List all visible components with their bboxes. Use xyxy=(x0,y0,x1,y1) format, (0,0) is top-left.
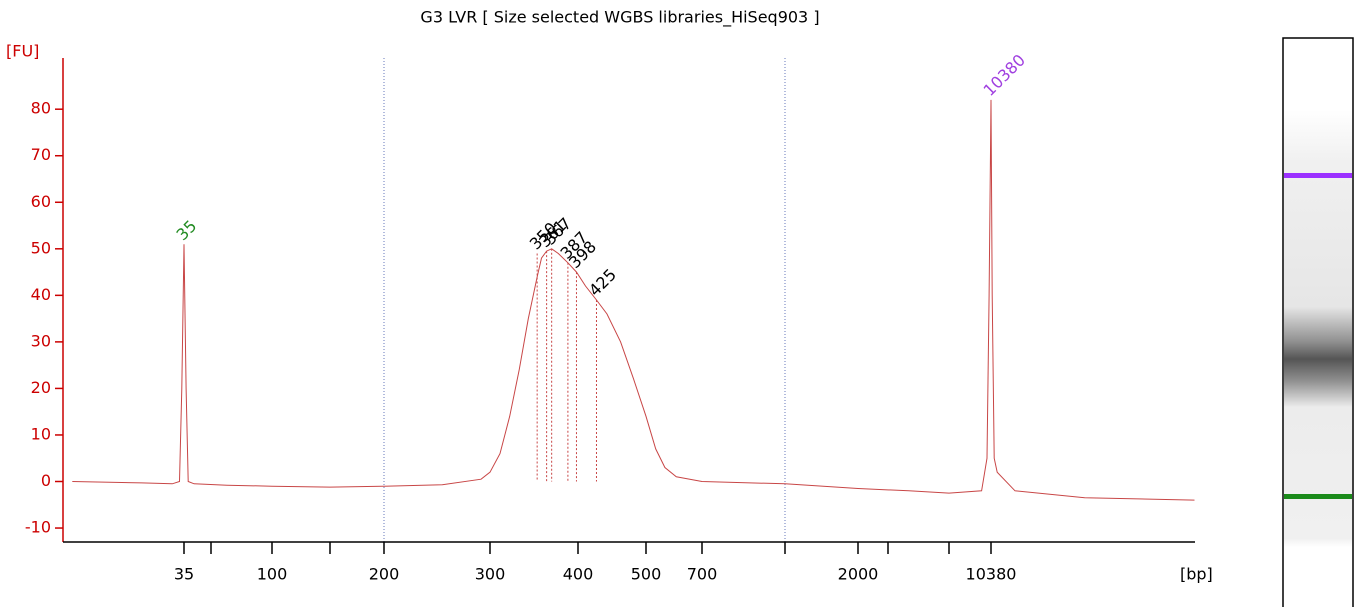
x-tick-label: 2000 xyxy=(838,565,879,584)
trace-line xyxy=(72,99,1195,501)
x-tick-label: 400 xyxy=(563,565,594,584)
y-tick-label: 70 xyxy=(31,145,51,164)
y-axis-label: [FU] xyxy=(6,42,39,61)
x-tick-label: 500 xyxy=(631,565,662,584)
x-tick-label: 35 xyxy=(174,565,194,584)
x-tick-label: 300 xyxy=(475,565,506,584)
lane-smear xyxy=(1284,110,1352,547)
lower-marker-band xyxy=(1284,494,1352,499)
peak-label: 10380 xyxy=(980,50,1029,99)
y-tick-label: 30 xyxy=(31,331,51,350)
y-tick-label: 60 xyxy=(31,192,51,211)
peak-label: 425 xyxy=(585,265,620,300)
y-tick-label: 40 xyxy=(31,285,51,304)
y-tick-label: -10 xyxy=(25,518,51,537)
chart-title: G3 LVR [ Size selected WGBS libraries_Hi… xyxy=(420,8,819,28)
x-tick-label: 100 xyxy=(257,565,288,584)
upper-marker-band xyxy=(1284,173,1352,178)
y-tick-label: 80 xyxy=(31,99,51,118)
x-tick-label: 10380 xyxy=(966,565,1017,584)
gel-lane xyxy=(1282,37,1354,607)
y-tick-label: 10 xyxy=(31,424,51,443)
peak-label: 35 xyxy=(173,216,201,244)
x-axis-label: [bp] xyxy=(1180,565,1213,584)
y-tick-label: 50 xyxy=(31,238,51,257)
y-tick-label: 20 xyxy=(31,378,51,397)
x-tick-label: 200 xyxy=(369,565,400,584)
x-tick-label: 700 xyxy=(687,565,718,584)
y-tick-label: 0 xyxy=(41,471,51,490)
